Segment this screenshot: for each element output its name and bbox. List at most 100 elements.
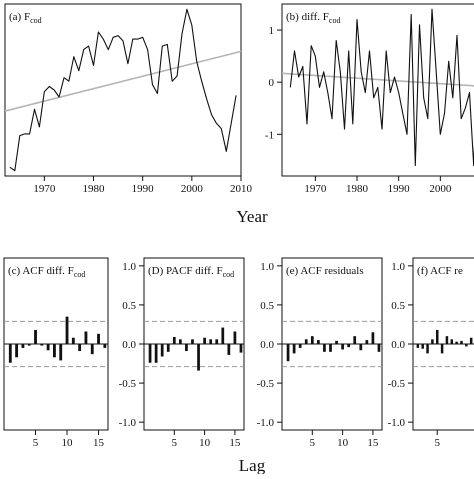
- panel-f-bar: [421, 344, 424, 349]
- panel-a: (a) Fcod 1970 1980 1990 2000 2010: [4, 3, 253, 195]
- panel-c-bar: [84, 331, 88, 344]
- panel-e-bar: [292, 344, 296, 354]
- panel-d-bar: [154, 344, 158, 363]
- panel-f-bar: [460, 340, 463, 344]
- panel-f: (f) ACF re 5 -1.0 -0.5 0.0 0.5 1.0: [388, 257, 474, 449]
- panel-c-bar: [8, 344, 12, 363]
- panel-c-bar: [34, 329, 37, 344]
- panel-c: (c) ACF diff. Fcod 5 10 15: [3, 257, 109, 449]
- panel-d-title-main: (D) PACF diff. F: [148, 265, 223, 277]
- panel-b-title-sub: cod: [329, 16, 341, 25]
- panel-f-bar: [426, 344, 429, 354]
- panel-d-bar: [233, 331, 237, 344]
- panel-f-bar: [469, 337, 473, 344]
- panel-a-series-line: [9, 8, 237, 172]
- panel-d-bar: [197, 344, 200, 371]
- panel-a-xtick-label: 2000: [181, 183, 204, 195]
- panel-e-ytick-label: 1.0: [260, 261, 274, 273]
- panel-d-bar: [166, 344, 170, 352]
- panel-e-xtick-label: 10: [337, 437, 349, 449]
- panel-c-bar: [97, 333, 100, 344]
- panel-e-bar: [341, 344, 344, 350]
- panel-f-ytick-label: 0.5: [391, 300, 405, 312]
- panel-b-ytick-label: 1: [269, 25, 275, 37]
- panel-c-bar: [21, 344, 25, 348]
- panel-f-bar: [435, 329, 439, 344]
- panel-b-xtick-label: 1970: [304, 183, 327, 195]
- panel-d-bar: [203, 337, 206, 344]
- panel-d-bar: [172, 336, 176, 344]
- panel-c-xtick-label: 5: [33, 437, 39, 449]
- panel-b-frame: [281, 3, 474, 177]
- panel-c-bar: [65, 316, 69, 344]
- panel-d-ytick-label: 0.0: [122, 339, 136, 351]
- panel-f-bar: [450, 339, 454, 344]
- panel-d-bar: [179, 339, 182, 344]
- panel-c-title: (c) ACF diff. Fcod: [8, 265, 85, 279]
- panel-b-trend-line: [281, 72, 474, 87]
- panel-c-bar: [40, 344, 44, 346]
- panel-c-bar: [90, 344, 94, 355]
- panel-d-ytick-label: -1.0: [119, 417, 137, 429]
- panel-c-title-sub: cod: [74, 270, 86, 279]
- panel-f-bar: [416, 344, 420, 348]
- panel-b-xtick-label: 2000: [429, 183, 452, 195]
- panel-f-title-main: (f) ACF re: [417, 265, 463, 277]
- panel-d-bar: [185, 344, 188, 352]
- panel-d-bar: [148, 344, 152, 363]
- panel-d-bar: [215, 339, 219, 344]
- panel-e-ytick-label: -0.5: [257, 378, 275, 390]
- panel-d-xtick-label: 10: [199, 437, 211, 449]
- panel-c-bar: [46, 344, 50, 351]
- panel-f-xtick-label: 5: [434, 437, 440, 449]
- panel-e: (e) ACF residuals 5 10 15 -1.0 -0.5 0.0 0.5 1.0: [257, 257, 383, 449]
- panel-a-title-sub: cod: [30, 16, 42, 25]
- panel-b: (b) diff. Fcod 1970 1980 1990 2000 -1 0 1: [265, 3, 474, 195]
- panel-c-bar: [27, 344, 31, 346]
- panel-f-bar: [440, 344, 444, 354]
- panel-c-bar: [53, 344, 56, 358]
- panel-e-bar: [329, 344, 332, 352]
- panel-c-bar: [78, 344, 82, 352]
- year-axis-label: Year: [236, 207, 268, 226]
- panel-d-ytick-label: -0.5: [119, 378, 137, 390]
- panel-f-ytick-label: -0.5: [388, 378, 406, 390]
- panel-e-bar: [304, 339, 308, 344]
- panel-a-xtick-label: 1970: [33, 183, 56, 195]
- panel-a-frame: [4, 3, 242, 177]
- panel-a-xtick-label: 1980: [83, 183, 106, 195]
- panel-c-xtick-label: 15: [93, 437, 105, 449]
- panel-e-bar: [347, 344, 351, 348]
- lag-axis-label: Lag: [239, 456, 266, 474]
- panel-a-title-main: (a) F: [9, 11, 30, 23]
- panel-d-bar: [191, 339, 194, 344]
- panel-a-title: (a) Fcod: [9, 11, 42, 25]
- panel-b-xtick-label: 1980: [346, 183, 369, 195]
- panel-c-bar: [71, 337, 75, 344]
- panel-e-bar: [286, 344, 290, 362]
- panel-f-ytick-label: -1.0: [388, 417, 406, 429]
- panel-c-title-main: (c) ACF diff. F: [8, 265, 74, 277]
- panel-e-title: (e) ACF residuals: [286, 265, 364, 277]
- panel-b-series-line: [289, 8, 474, 167]
- panel-e-xtick-label: 5: [310, 437, 316, 449]
- panel-b-xtick-label: 1990: [388, 183, 411, 195]
- panel-f-ytick-label: 1.0: [391, 261, 405, 273]
- panel-d-bar: [160, 344, 164, 357]
- panel-c-bar: [103, 344, 107, 348]
- panel-e-bar: [317, 340, 320, 344]
- panel-e-title-main: (e) ACF residuals: [286, 265, 364, 277]
- panel-d: (D) PACF diff. Fcod 5 10 15 -1.0 -0.5 0.0 0.5 1.…: [119, 257, 245, 449]
- panel-e-bar: [335, 340, 338, 344]
- panel-b-title: (b) diff. Fcod: [286, 11, 340, 25]
- panel-f-bar: [431, 339, 434, 344]
- panel-d-title-sub: cod: [223, 270, 235, 279]
- panel-e-bar: [359, 344, 363, 351]
- panel-f-bar: [465, 344, 468, 347]
- panel-c-bar: [59, 344, 63, 361]
- panel-f-bar: [455, 341, 458, 344]
- panel-e-bar: [371, 332, 375, 344]
- panel-e-bar: [310, 336, 314, 344]
